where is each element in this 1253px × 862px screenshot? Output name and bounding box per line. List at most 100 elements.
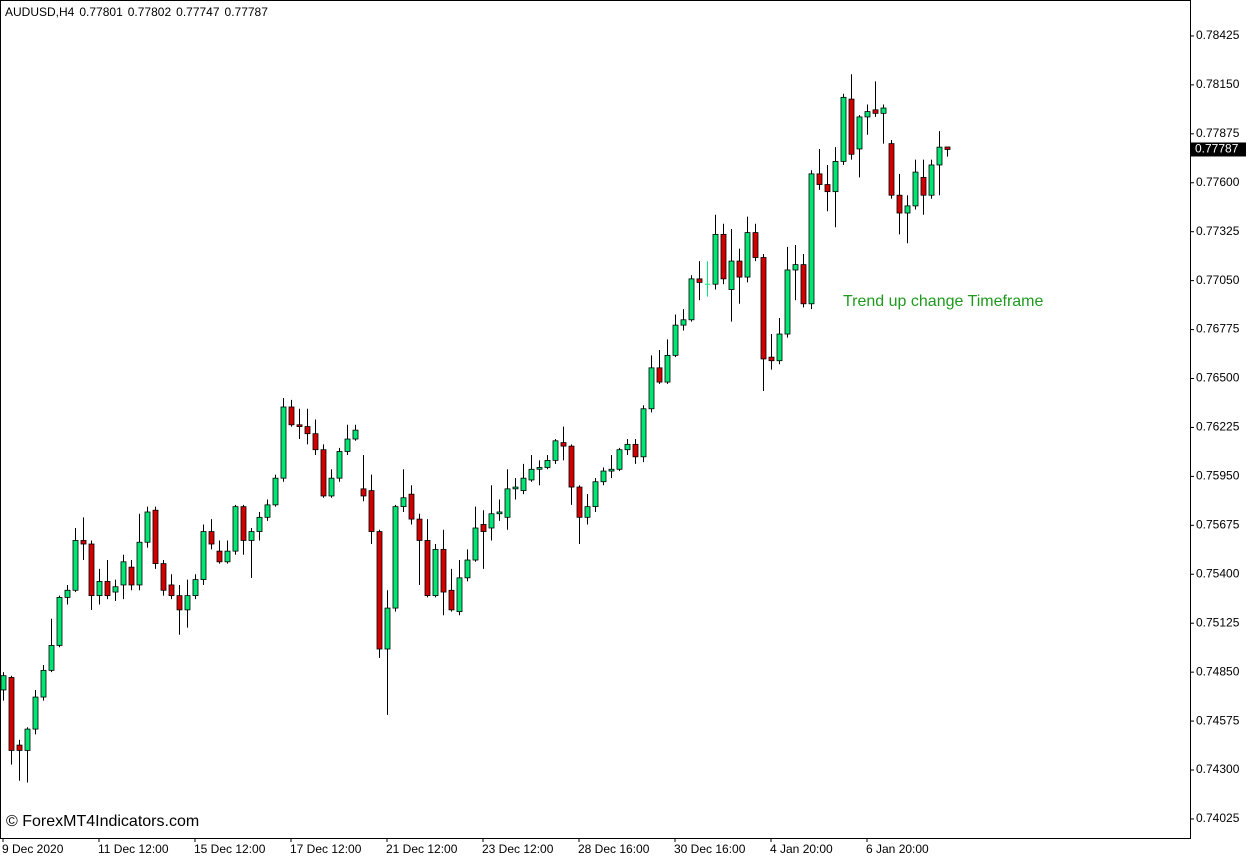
candle-body bbox=[576, 486, 583, 518]
candle-body bbox=[632, 443, 639, 458]
header-high: 0.77802 bbox=[128, 5, 172, 19]
candle-body bbox=[752, 232, 759, 258]
candle-body bbox=[232, 506, 239, 552]
candle-body bbox=[264, 504, 271, 518]
candle-body bbox=[800, 264, 807, 305]
candle-body bbox=[728, 260, 735, 290]
candle-body bbox=[408, 493, 415, 520]
candle-body bbox=[664, 354, 671, 383]
candle-body bbox=[120, 561, 127, 586]
candle-body bbox=[384, 607, 391, 650]
price-marker-label: 0.77787 bbox=[1195, 142, 1239, 156]
x-tick-label: 17 Dec 12:00 bbox=[290, 842, 362, 856]
candle-body bbox=[224, 550, 231, 563]
candle-body bbox=[104, 580, 111, 597]
candle-body bbox=[688, 278, 695, 321]
candle-body bbox=[768, 356, 775, 362]
candle-body bbox=[648, 367, 655, 410]
candle-body bbox=[400, 497, 407, 508]
candle-body bbox=[608, 468, 615, 472]
candle-body bbox=[616, 449, 623, 470]
candle-body bbox=[64, 589, 71, 598]
candle-body bbox=[680, 319, 687, 326]
candle-body bbox=[328, 477, 335, 497]
candle-body bbox=[416, 518, 423, 541]
x-tick-label: 9 Dec 2020 bbox=[2, 842, 64, 856]
candle-body bbox=[816, 173, 823, 185]
y-tick-label: 0.76775 bbox=[1196, 322, 1240, 336]
y-tick-label: 0.77325 bbox=[1196, 224, 1240, 238]
candle-body bbox=[272, 477, 279, 506]
candle-body bbox=[0, 675, 7, 691]
candle-body bbox=[592, 481, 599, 508]
candle-body bbox=[152, 509, 159, 564]
candle-body bbox=[184, 595, 191, 611]
y-tick-label: 0.75400 bbox=[1196, 566, 1240, 580]
y-tick-label: 0.74850 bbox=[1196, 664, 1240, 678]
y-tick-label: 0.75675 bbox=[1196, 518, 1240, 532]
y-tick-label: 0.74025 bbox=[1196, 811, 1240, 825]
candle-body bbox=[944, 146, 951, 150]
candle-body bbox=[696, 278, 703, 283]
candle-body bbox=[912, 171, 919, 207]
x-tick-label: 30 Dec 16:00 bbox=[674, 842, 746, 856]
x-tick-label: 11 Dec 12:00 bbox=[98, 842, 169, 856]
candle-body bbox=[256, 516, 263, 532]
candle-body bbox=[712, 233, 719, 285]
x-tick-label: 23 Dec 12:00 bbox=[482, 842, 554, 856]
candle-body bbox=[896, 194, 903, 214]
candle-body bbox=[336, 451, 343, 479]
candle-body bbox=[280, 406, 287, 479]
candle-body bbox=[440, 548, 447, 593]
candle-body bbox=[160, 563, 167, 591]
candle-body bbox=[536, 467, 543, 470]
header-open: 0.77801 bbox=[79, 5, 123, 19]
header-low: 0.77747 bbox=[176, 5, 220, 19]
candle-body bbox=[880, 107, 887, 114]
candle-body bbox=[216, 550, 223, 563]
candle-body bbox=[872, 109, 879, 114]
candle-body bbox=[560, 442, 567, 447]
candle-body bbox=[16, 744, 23, 751]
candle-body bbox=[360, 488, 367, 497]
candle-body bbox=[320, 449, 327, 497]
candle-body bbox=[96, 580, 103, 597]
candle-body bbox=[920, 177, 927, 196]
candle-body bbox=[936, 146, 943, 166]
candle-body bbox=[496, 511, 503, 515]
candle-body bbox=[488, 513, 495, 529]
candle-body bbox=[376, 531, 383, 650]
candle-body bbox=[176, 595, 183, 611]
y-tick-label: 0.75950 bbox=[1196, 469, 1240, 483]
candle-body bbox=[136, 541, 143, 586]
candle-body bbox=[904, 205, 911, 214]
candle-body bbox=[568, 445, 575, 488]
candle-body bbox=[808, 173, 815, 305]
price-marker bbox=[1191, 142, 1246, 157]
y-tick-label: 0.77050 bbox=[1196, 273, 1240, 287]
candle-body bbox=[144, 511, 151, 543]
candle-body bbox=[240, 506, 247, 541]
candle-body bbox=[80, 540, 87, 545]
candle-body bbox=[248, 531, 255, 541]
candle-body bbox=[296, 424, 303, 427]
candle-body bbox=[792, 264, 799, 271]
candle-body bbox=[760, 257, 767, 360]
x-tick-label: 6 Jan 20:00 bbox=[866, 842, 929, 856]
candle-body bbox=[512, 486, 519, 490]
candle-body bbox=[544, 459, 551, 468]
candle-body bbox=[448, 589, 455, 611]
x-tick-label: 28 Dec 16:00 bbox=[578, 842, 650, 856]
y-tick-label: 0.78150 bbox=[1196, 77, 1240, 91]
candle-body bbox=[456, 577, 463, 613]
y-tick-label: 0.76225 bbox=[1196, 420, 1240, 434]
plot-frame bbox=[0, 0, 1191, 839]
candle-body bbox=[464, 559, 471, 579]
candle-body bbox=[584, 506, 591, 518]
y-tick-label: 0.76500 bbox=[1196, 371, 1240, 385]
candle-body bbox=[528, 468, 535, 481]
candle-body bbox=[848, 98, 855, 155]
candle-body bbox=[552, 440, 559, 461]
candle-body bbox=[88, 543, 95, 597]
